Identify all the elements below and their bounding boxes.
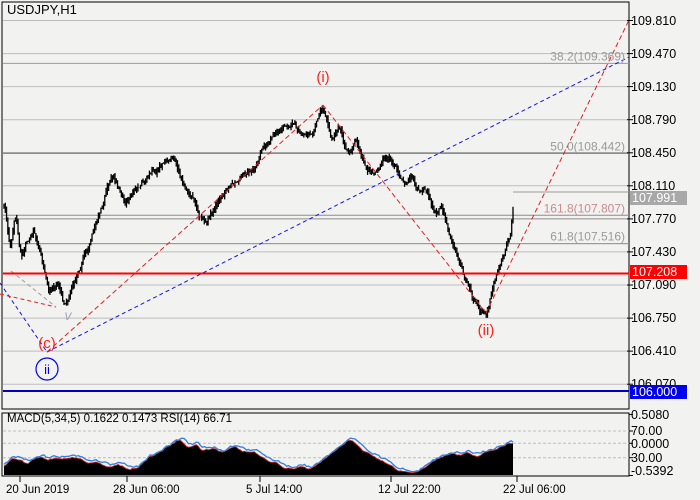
svg-text:MACD(5,34,5) 0.1622 0.1473 RSI: MACD(5,34,5) 0.1622 0.1473 RSI(14) 66.71 bbox=[7, 413, 232, 425]
svg-text:38.2(109.369): 38.2(109.369) bbox=[550, 50, 625, 64]
svg-text:50.0(108.442): 50.0(108.442) bbox=[550, 140, 625, 154]
svg-text:161.8(107.807): 161.8(107.807) bbox=[544, 201, 625, 215]
svg-text:61.8(107.516): 61.8(107.516) bbox=[550, 230, 625, 244]
svg-text:(c): (c) bbox=[38, 335, 56, 352]
svg-text:(ii): (ii) bbox=[478, 322, 495, 339]
svg-text:v: v bbox=[65, 307, 73, 323]
svg-text:ii: ii bbox=[44, 362, 50, 377]
svg-text:(i): (i) bbox=[316, 69, 329, 86]
